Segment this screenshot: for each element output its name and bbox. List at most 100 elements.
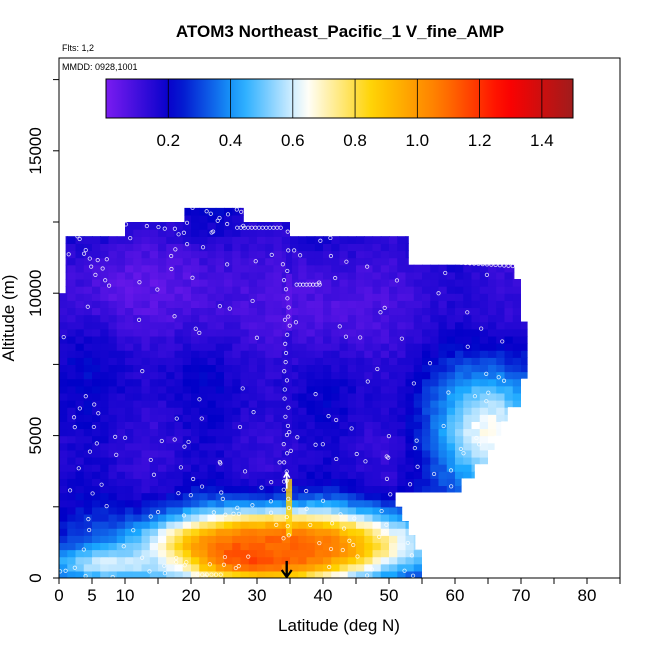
heatmap-cell bbox=[306, 535, 316, 543]
heatmap-cell bbox=[108, 207, 118, 216]
heatmap-cell bbox=[455, 513, 464, 522]
heatmap-cell bbox=[100, 392, 110, 401]
heatmap-cell bbox=[133, 257, 143, 266]
heatmap-cell bbox=[232, 407, 242, 415]
heatmap-cell bbox=[191, 421, 200, 430]
heatmap-cell bbox=[339, 478, 349, 487]
heatmap-cell bbox=[512, 371, 522, 380]
heatmap-cell bbox=[290, 464, 299, 472]
heatmap-cell bbox=[141, 570, 151, 578]
heatmap-cell bbox=[488, 442, 497, 451]
heatmap-cell bbox=[298, 214, 308, 223]
heatmap-cell bbox=[116, 521, 126, 529]
heatmap-cell bbox=[182, 414, 192, 422]
observation-point bbox=[281, 277, 287, 283]
heatmap-cell bbox=[108, 243, 118, 252]
heatmap-cell bbox=[529, 286, 538, 294]
observation-point bbox=[369, 567, 375, 572]
heatmap-cell bbox=[67, 478, 77, 487]
heatmap-cell bbox=[92, 392, 101, 401]
observation-point bbox=[211, 510, 216, 515]
heatmap-cell bbox=[191, 343, 200, 351]
heatmap-cell bbox=[149, 357, 159, 365]
heatmap-cell bbox=[158, 428, 167, 437]
heatmap-cell bbox=[380, 521, 390, 529]
heatmap-cell bbox=[512, 449, 522, 458]
heatmap-cell bbox=[59, 456, 68, 465]
heatmap-cell bbox=[149, 442, 159, 451]
heatmap-cell bbox=[166, 549, 176, 558]
heatmap-cell bbox=[339, 385, 349, 394]
heatmap-cell bbox=[521, 471, 528, 479]
heatmap-cell bbox=[356, 236, 365, 244]
observation-point bbox=[285, 296, 290, 301]
heatmap-cell bbox=[372, 521, 382, 529]
heatmap-cell bbox=[248, 528, 258, 536]
heatmap-cell bbox=[521, 243, 528, 252]
heatmap-cell bbox=[512, 278, 522, 287]
heatmap-cell bbox=[422, 250, 431, 259]
observation-point bbox=[100, 266, 105, 271]
heatmap-cell bbox=[108, 278, 118, 287]
observation-point bbox=[514, 264, 520, 269]
observation-point bbox=[254, 335, 260, 340]
heatmap-cell bbox=[141, 343, 151, 351]
heatmap-cell bbox=[446, 478, 456, 487]
heatmap-cell bbox=[125, 278, 134, 287]
observation-point bbox=[128, 236, 133, 241]
heatmap-cell bbox=[397, 222, 407, 230]
heatmap-cell bbox=[59, 492, 68, 501]
arrow-down-head bbox=[280, 569, 293, 578]
heatmap-cell bbox=[207, 421, 217, 430]
heatmap-cell bbox=[257, 321, 266, 330]
heatmap-cell bbox=[496, 407, 506, 415]
heatmap-cell bbox=[224, 464, 233, 472]
observation-point bbox=[382, 305, 387, 310]
heatmap-cell bbox=[372, 570, 382, 578]
heatmap-cell bbox=[430, 421, 440, 430]
heatmap-cell bbox=[430, 378, 440, 387]
heatmap-cell bbox=[265, 549, 275, 558]
heatmap-cell bbox=[67, 371, 77, 380]
heatmap-cell bbox=[372, 414, 382, 422]
heatmap-cell bbox=[323, 435, 332, 444]
observation-point bbox=[81, 251, 87, 256]
heatmap-cell bbox=[413, 542, 423, 551]
heatmap-cell bbox=[504, 400, 514, 408]
heatmap-cell bbox=[116, 513, 126, 522]
heatmap-cell bbox=[380, 392, 390, 401]
observation-point bbox=[467, 261, 472, 266]
heatmap-cell bbox=[413, 528, 423, 536]
heatmap-cell bbox=[471, 464, 481, 472]
heatmap-cell bbox=[149, 542, 159, 551]
heatmap-cell bbox=[446, 456, 456, 465]
heatmap-cell bbox=[133, 385, 143, 394]
heatmap-cell bbox=[529, 250, 538, 258]
heatmap-cell bbox=[372, 478, 382, 487]
heatmap-cell bbox=[67, 570, 77, 578]
heatmap-cell bbox=[141, 456, 151, 465]
observation-point bbox=[283, 414, 288, 419]
heatmap-cell bbox=[191, 328, 200, 337]
heatmap-cell bbox=[479, 414, 489, 422]
heatmap-cell bbox=[356, 357, 365, 365]
heatmap-cell bbox=[67, 307, 77, 316]
heatmap-cell bbox=[265, 421, 275, 430]
heatmap-cell bbox=[191, 478, 200, 487]
observation-point bbox=[173, 247, 178, 252]
heatmap-cell bbox=[116, 271, 126, 280]
heatmap-cell bbox=[347, 549, 357, 558]
heatmap-cell bbox=[182, 549, 192, 558]
heatmap-cell bbox=[174, 485, 184, 494]
heatmap-cell bbox=[397, 257, 407, 266]
heatmap-cell bbox=[75, 485, 85, 494]
heatmap-cell bbox=[504, 549, 514, 558]
heatmap-cell bbox=[496, 321, 506, 330]
heatmap-cell bbox=[331, 278, 341, 287]
heatmap-cell bbox=[83, 478, 93, 487]
heatmap-cell bbox=[158, 328, 167, 337]
heatmap-cell bbox=[158, 321, 167, 330]
heatmap-cell bbox=[512, 513, 522, 522]
heatmap-cell bbox=[413, 407, 423, 415]
heatmap-cell bbox=[339, 570, 349, 578]
